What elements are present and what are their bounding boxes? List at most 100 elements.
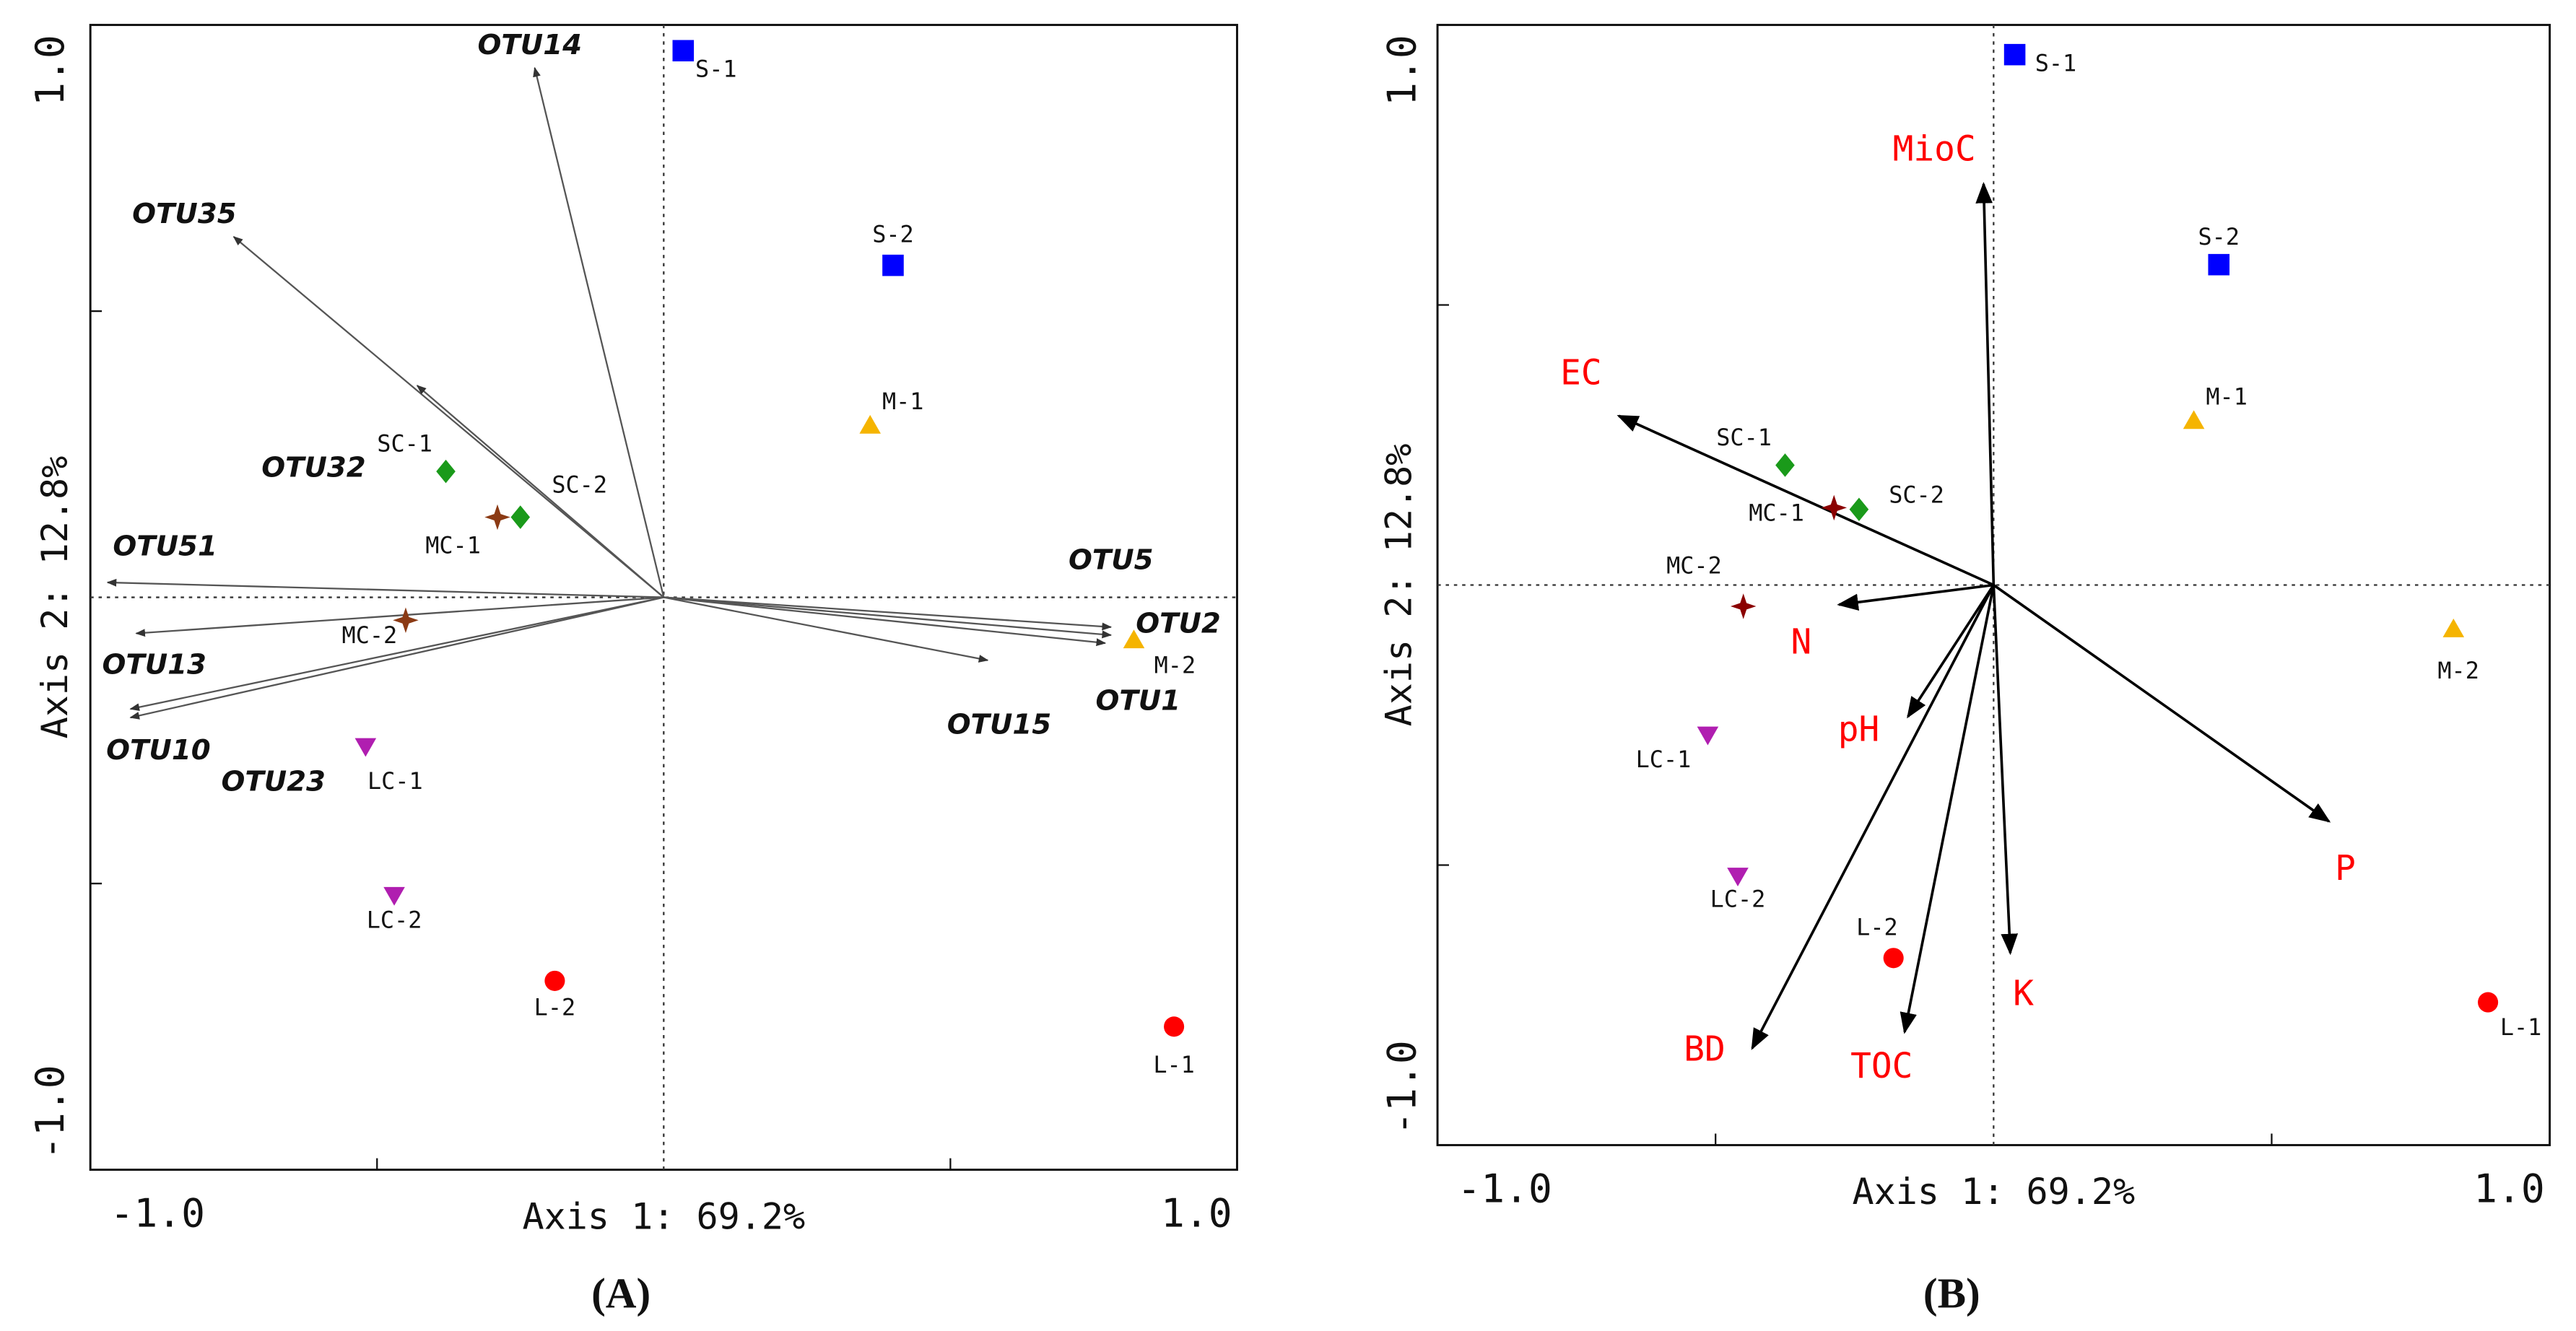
arrow-label: N — [1790, 622, 1811, 662]
panel-label: (B) — [1923, 1270, 1980, 1317]
arrow-label: OTU32 — [261, 452, 365, 484]
y-tick-label: 1.0 — [1379, 35, 1425, 106]
arrow-label: OTU10 — [106, 734, 210, 767]
point-label: SC-1 — [377, 430, 432, 458]
point-label: L-2 — [1856, 913, 1898, 941]
x-tick-label: -1.0 — [110, 1190, 205, 1236]
point-label: M-1 — [2206, 383, 2248, 410]
point-label: S-2 — [872, 221, 914, 248]
sample-point — [544, 970, 565, 991]
loading-arrow — [1837, 583, 1994, 611]
point-label: LC-1 — [1636, 746, 1692, 773]
y-axis-label: Axis 2: 12.8% — [34, 456, 76, 739]
sample-point — [2478, 992, 2499, 1013]
arrow-label: EC — [1560, 353, 1602, 393]
point-label: M-2 — [1154, 651, 1196, 678]
arrow-label: pH — [1838, 710, 1880, 749]
loading-arrow — [1900, 585, 1996, 1034]
sample-point — [1164, 1016, 1185, 1037]
loading-arrow — [663, 596, 1107, 647]
sample-point — [859, 414, 881, 434]
arrow-label: OTU1 — [1096, 684, 1181, 717]
loading-arrow — [1751, 584, 1995, 1050]
loading-arrow — [232, 236, 665, 598]
arrow-label: MioC — [1893, 129, 1976, 169]
y-tick-label: -1.0 — [1379, 1040, 1425, 1135]
sample-point — [1775, 453, 1795, 477]
sample-point — [1727, 868, 1749, 887]
sample-point — [510, 505, 531, 529]
point-label: L-1 — [2500, 1013, 2542, 1041]
sample-point — [1821, 494, 1848, 521]
loading-arrow — [1992, 585, 2019, 956]
sample-point — [1697, 726, 1719, 746]
sample-point — [1730, 593, 1757, 619]
loading-arrow — [129, 596, 664, 712]
point-label: SC-2 — [1889, 481, 1944, 509]
point-label: MC-1 — [1749, 499, 1804, 527]
loading-arrow — [1616, 414, 1995, 587]
point-label: SC-2 — [552, 471, 607, 498]
point-label: S-2 — [2198, 223, 2240, 250]
x-tick-label: 1.0 — [2473, 1165, 2545, 1211]
arrow-label: K — [2013, 974, 2034, 1013]
point-label: M-2 — [2437, 657, 2479, 684]
y-axis-label: Axis 2: 12.8% — [1378, 444, 1420, 727]
loading-arrow — [1993, 584, 2331, 823]
sample-point — [2003, 43, 2026, 66]
sample-point — [1849, 497, 1869, 522]
y-tick-label: -1.0 — [27, 1065, 73, 1160]
arrow-label: OTU2 — [1136, 608, 1221, 640]
biplot-panel: -1.0 1.0 -1.0 1.0 Axis 1: 69.2% Axis 2: 12.8%… — [27, 24, 1238, 1317]
sample-point — [2183, 410, 2205, 429]
loading-arrow — [1907, 584, 1995, 719]
arrow-label: OTU51 — [113, 531, 217, 563]
y-tick-label: 1.0 — [27, 35, 73, 106]
point-label: L-1 — [1153, 1051, 1195, 1078]
sample-point — [2442, 619, 2465, 637]
point-label: M-1 — [882, 388, 924, 415]
x-axis-label: Axis 1: 69.2% — [522, 1195, 805, 1237]
arrow-label: BD — [1684, 1030, 1726, 1070]
biplot-panel: -1.0 1.0 -1.0 1.0 Axis 1: 69.2% Axis 2: 12.8%… — [1378, 24, 2551, 1317]
panel-label: (A) — [591, 1270, 650, 1317]
sample-point — [354, 738, 377, 757]
arrow-label: OTU23 — [221, 766, 325, 798]
point-label: LC-2 — [367, 906, 422, 933]
arrow-label: OTU13 — [102, 649, 206, 681]
arrow-label: TOC — [1850, 1047, 1913, 1086]
sample-point — [672, 40, 695, 62]
loading-arrow — [1975, 181, 1996, 585]
sample-point — [436, 459, 456, 484]
sample-point — [393, 607, 419, 634]
arrow-label: OTU15 — [947, 708, 1051, 741]
point-label: LC-2 — [1710, 885, 1766, 912]
sample-point — [1883, 948, 1904, 969]
sample-point — [484, 504, 510, 531]
point-label: LC-1 — [367, 767, 423, 795]
loading-arrow — [663, 596, 989, 663]
sample-point — [882, 254, 904, 276]
loading-arrow — [416, 385, 665, 598]
loading-arrow — [106, 578, 664, 598]
arrow-label: P — [2335, 849, 2356, 889]
point-label: MC-2 — [1666, 551, 1722, 579]
arrow-label: OTU14 — [478, 29, 582, 61]
x-axis-label: Axis 1: 69.2% — [1852, 1171, 2135, 1213]
point-label: MC-2 — [342, 621, 398, 649]
sample-point — [1123, 629, 1145, 649]
arrow-label: OTU5 — [1069, 544, 1154, 576]
x-tick-label: 1.0 — [1161, 1190, 1232, 1236]
loading-arrow — [129, 596, 664, 720]
loading-arrow — [135, 596, 664, 637]
loading-arrow — [663, 596, 1113, 639]
loading-arrow — [663, 596, 1113, 631]
point-label: L-2 — [534, 994, 576, 1021]
point-label: SC-1 — [1716, 424, 1772, 451]
point-label: S-1 — [695, 56, 737, 83]
loading-arrow — [533, 66, 665, 598]
sample-point — [383, 886, 405, 906]
point-label: MC-1 — [425, 532, 481, 559]
